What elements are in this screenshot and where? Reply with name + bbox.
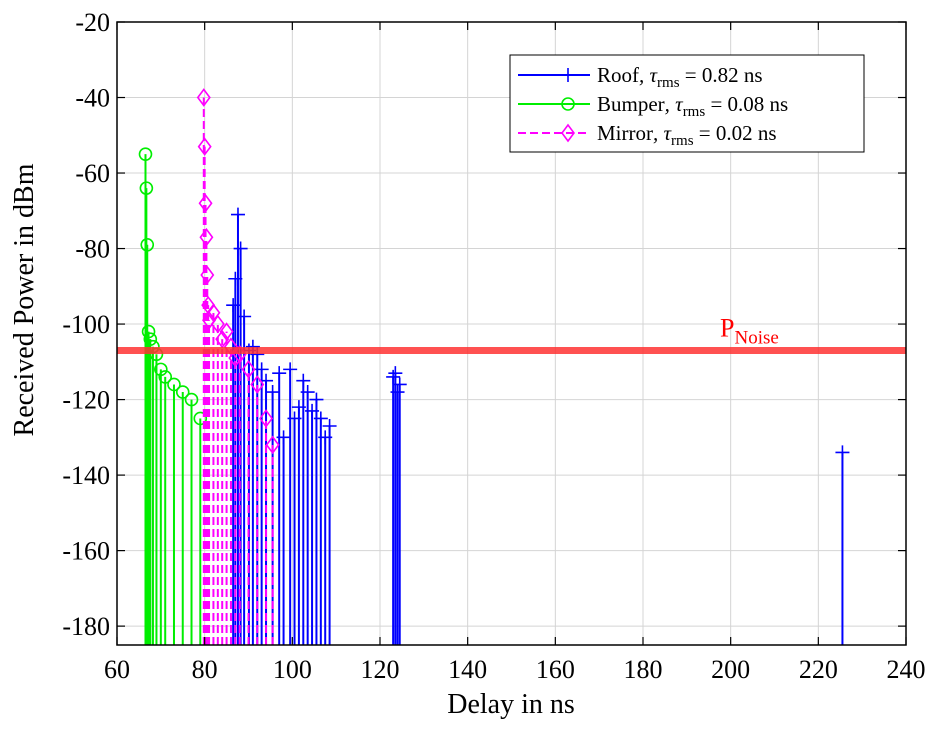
plot-frame [116, 21, 907, 646]
y-tick-label: -80 [75, 235, 110, 264]
y-tick-label: -40 [75, 84, 110, 113]
x-tick-label: 180 [624, 655, 663, 684]
bumper-point [184, 392, 199, 407]
legend-series-name: Mirror [597, 121, 653, 145]
legend-series-name: Bumper [597, 92, 665, 116]
bumper-point [140, 237, 155, 252]
y-axis-label: Received Power in dBm [9, 163, 40, 436]
roof-point [265, 385, 280, 400]
legend-tau-value: 0.82 ns [702, 63, 763, 87]
noise-label-main: P [720, 313, 734, 342]
legend-eq: = [694, 121, 716, 145]
series-layer [138, 88, 850, 645]
bumper-point [175, 385, 190, 399]
roof-point [254, 362, 269, 377]
x-tick-label: 160 [536, 655, 575, 684]
legend-marker-roof [561, 68, 575, 82]
x-tick-label: 220 [799, 655, 838, 684]
noise-floor-label: PNoise [720, 313, 779, 348]
legend-tau-value: 0.08 ns [728, 92, 789, 116]
x-tick-label: 200 [711, 655, 750, 684]
y-tick-label: -180 [62, 612, 110, 641]
series-bumper [138, 147, 208, 645]
x-tick-label: 120 [361, 655, 400, 684]
roof-point [233, 241, 248, 256]
y-tick-labels: -20 -40 -60 -80 -100 -120 -140 -160 -180 [62, 8, 110, 641]
x-tick-labels: 60 80 100 120 140 160 180 200 220 240 [104, 655, 926, 684]
mirror-point [265, 435, 280, 455]
bumper-point [141, 324, 156, 339]
x-axis-label: Delay in ns [447, 689, 575, 720]
mirror-point [198, 193, 213, 213]
x-tick-label: 80 [192, 655, 218, 684]
roof-point [276, 430, 291, 445]
roof-point [390, 385, 405, 400]
series-mirror [196, 88, 280, 645]
roof-point [386, 369, 401, 384]
mirror-point [210, 314, 225, 334]
roof-point [392, 377, 407, 392]
mirror-point [250, 375, 265, 394]
legend-label-bumper: Bumper, τrms = 0.08 ns [597, 92, 788, 120]
mirror-point [259, 409, 274, 428]
noise-layer: PNoise [117, 313, 906, 354]
x-tick-label: 240 [887, 655, 926, 684]
legend-rms-subscript: rms [683, 104, 706, 120]
y-tick-label: -120 [62, 386, 110, 415]
mirror-point [197, 137, 212, 156]
legend-tau-symbol: , τ [665, 92, 685, 116]
bumper-point [154, 362, 168, 377]
bumper-point [138, 147, 153, 161]
x-tick-label: 140 [448, 655, 487, 684]
roof-point [296, 373, 311, 388]
axis-ticks [116, 21, 907, 645]
mirror-point [196, 88, 211, 107]
legend-marker-mirror [561, 123, 575, 143]
roof-point [272, 366, 287, 381]
bumper-point [139, 181, 154, 195]
y-tick-label: -20 [75, 8, 110, 37]
bumper-point [143, 332, 158, 346]
bumper-point [167, 377, 181, 392]
y-tick-label: -140 [62, 461, 110, 490]
roof-point [835, 445, 850, 460]
y-tick-label: -100 [62, 310, 110, 339]
legend-label-mirror: Mirror, τrms = 0.02 ns [597, 121, 777, 149]
y-tick-label: -60 [75, 159, 110, 188]
mirror-point [200, 265, 215, 285]
legend-rms-subscript: rms [671, 133, 694, 149]
noise-label-sub: Noise [734, 327, 778, 348]
legend-label-roof: Roof, τrms = 0.82 ns [597, 63, 763, 91]
legend-eq: = [680, 63, 702, 87]
y-tick-label: -160 [62, 537, 110, 566]
bumper-point [158, 370, 173, 384]
mirror-point [199, 227, 214, 247]
roof-point [300, 385, 315, 400]
bumper-point [193, 411, 208, 426]
legend-tau-symbol: , τ [653, 121, 673, 145]
legend-series-name: Roof [597, 63, 639, 87]
roof-point [313, 411, 328, 426]
roof-point [237, 309, 252, 324]
x-tick-label: 60 [104, 655, 130, 684]
mirror-point [241, 360, 256, 379]
roof-point [230, 207, 245, 222]
roof-point [309, 392, 324, 407]
roof-point [388, 366, 403, 381]
mirror-point [219, 322, 234, 341]
legend-rms-subscript: rms [657, 75, 680, 91]
roof-point [322, 419, 337, 434]
roof-point [283, 362, 298, 377]
legend-eq: = [705, 92, 727, 116]
x-tick-label: 100 [273, 655, 312, 684]
legend-tau-symbol: , τ [639, 63, 659, 87]
legend-tau-value: 0.02 ns [716, 121, 777, 145]
legend-marker-bumper [561, 97, 575, 111]
